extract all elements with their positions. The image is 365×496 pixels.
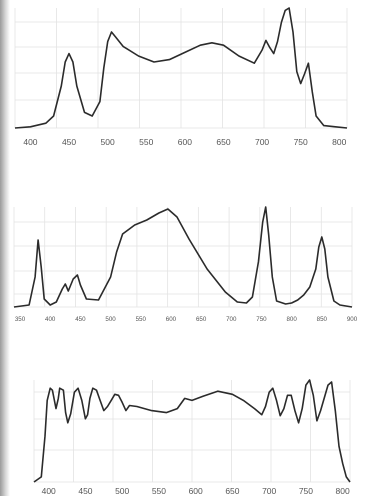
x-tick-label: 500 [105, 316, 116, 323]
x-tick-label: 750 [294, 137, 308, 147]
x-tick-label: 850 [317, 316, 328, 323]
spectrum-chart-2: 350 400 450 500 550 600 650 700 750 800 850 900 [13, 206, 358, 323]
x-tick-label: 450 [78, 486, 92, 496]
x-tick-label: 900 [347, 316, 358, 323]
page-left-edge-shadow [0, 0, 10, 496]
x-tick-label: 350 [15, 316, 26, 323]
x-tick-label: 600 [166, 316, 177, 323]
x-tick-label: 650 [225, 486, 239, 496]
x-tick-label: 650 [196, 316, 207, 323]
x-tick-label: 400 [23, 137, 37, 147]
spectrum-chart-1: 400 450 500 550 600 650 700 750 800 [14, 7, 348, 147]
spectrum-chart-3: 400 450 500 550 600 650 700 750 800 [33, 379, 351, 496]
spectrum-curve [14, 7, 348, 129]
spectrum-curve [13, 206, 353, 308]
x-tick-label: 750 [256, 316, 267, 323]
x-tick-label: 500 [115, 486, 129, 496]
x-tick-label: 450 [75, 316, 86, 323]
x-tick-label: 550 [136, 316, 147, 323]
x-tick-label: 700 [226, 316, 237, 323]
x-tick-label: 700 [262, 486, 276, 496]
x-tick-label: 800 [336, 486, 350, 496]
x-tick-label: 400 [45, 316, 56, 323]
x-tick-label: 400 [42, 486, 56, 496]
chart-grid [33, 380, 351, 483]
x-tick-label: 650 [216, 137, 230, 147]
x-tick-label: 550 [152, 486, 166, 496]
x-tick-label: 800 [286, 316, 297, 323]
x-tick-label: 750 [299, 486, 313, 496]
x-tick-label: 800 [332, 137, 346, 147]
chart-grid [13, 207, 353, 308]
x-tick-label: 550 [139, 137, 153, 147]
x-tick-label: 700 [255, 137, 269, 147]
spectrum-curve [33, 379, 351, 483]
x-tick-label: 600 [189, 486, 203, 496]
x-tick-label: 500 [101, 137, 115, 147]
x-tick-label: 450 [62, 137, 76, 147]
x-tick-label: 600 [178, 137, 192, 147]
